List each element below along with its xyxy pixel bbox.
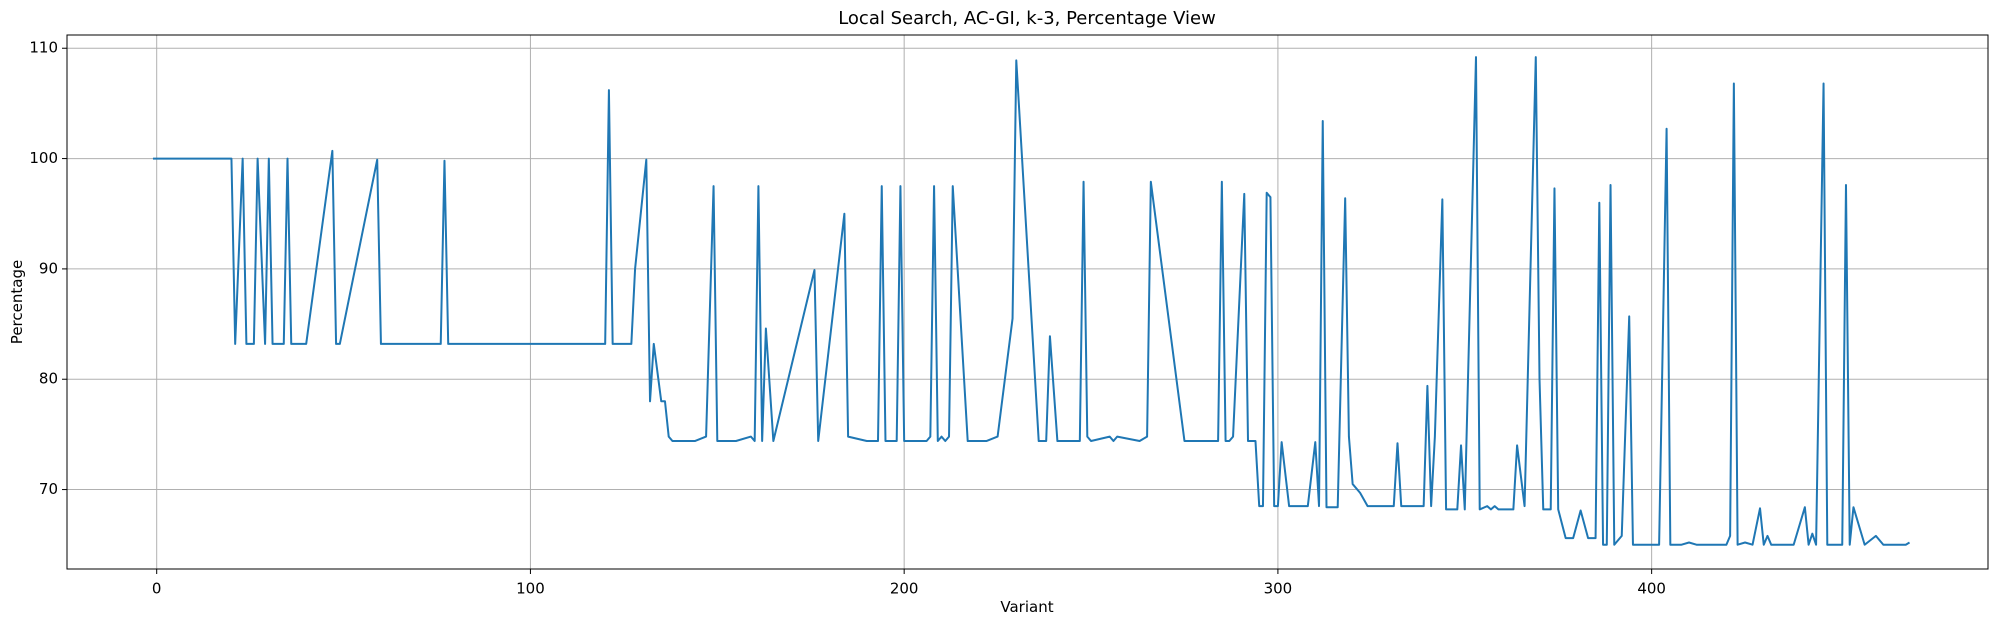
x-tick-label: 400 (1637, 580, 1666, 598)
y-axis-label: Percentage (8, 260, 26, 344)
y-tick-label: 110 (29, 39, 58, 57)
y-tick-label: 100 (29, 149, 58, 167)
chart-title: Local Search, AC-GI, k-3, Percentage Vie… (838, 8, 1216, 29)
x-tick-label: 0 (152, 580, 162, 598)
y-tick-label: 70 (39, 480, 58, 498)
x-axis-label: Variant (1000, 598, 1053, 616)
x-tick-label: 200 (890, 580, 919, 598)
x-tick-label: 100 (516, 580, 545, 598)
data-line (152, 56, 1911, 546)
y-tick-label: 80 (39, 370, 58, 388)
y-tick-label: 90 (39, 259, 58, 277)
x-tick-label: 300 (1264, 580, 1293, 598)
plot-frame (66, 34, 1989, 570)
